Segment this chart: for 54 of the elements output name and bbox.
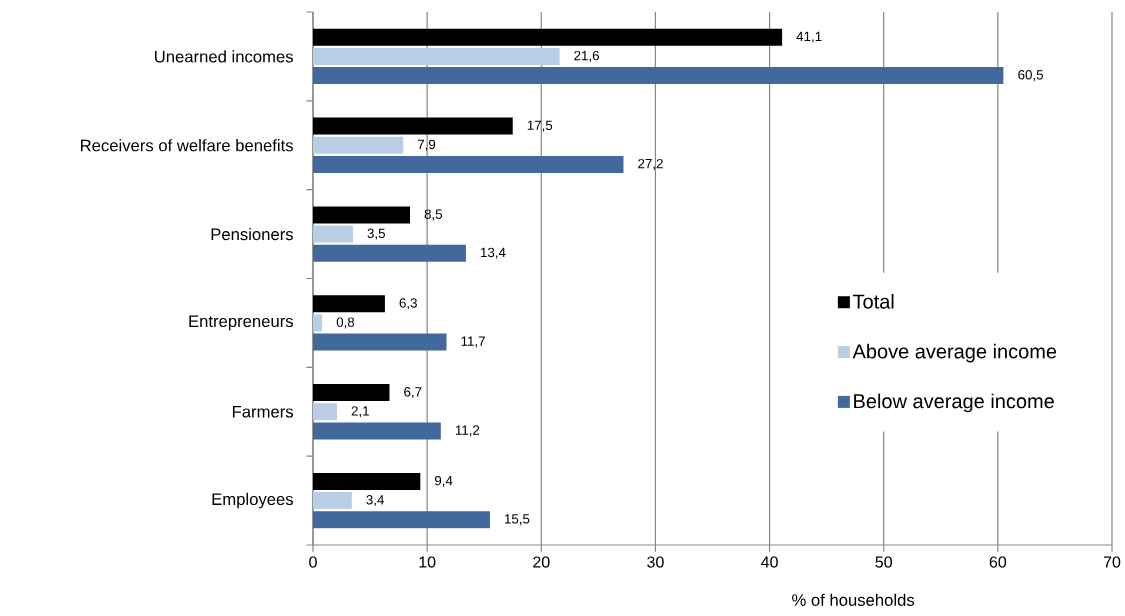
- bar: [313, 422, 441, 440]
- bar: [313, 295, 385, 313]
- data-label: 6,3: [399, 298, 417, 310]
- data-label: 17,5: [527, 120, 553, 132]
- bar: [313, 333, 447, 351]
- y-tick-label: Pensioners: [211, 227, 294, 241]
- data-label: 11,2: [455, 425, 480, 437]
- data-label: 41,1: [796, 31, 822, 43]
- legend-label: Total: [852, 293, 894, 309]
- x-tick-label: 60: [989, 556, 1007, 568]
- bar: [313, 28, 783, 46]
- bar: [313, 244, 466, 262]
- data-label: 27,2: [638, 158, 663, 170]
- bar: [313, 472, 421, 490]
- data-label: 0,8: [336, 317, 355, 329]
- y-tick-label: Unearned incomes: [155, 50, 293, 63]
- bar: [313, 67, 1004, 85]
- x-axis-title: % of households: [792, 593, 915, 606]
- x-tick-label: 0: [309, 556, 317, 568]
- data-label: 21,6: [574, 50, 599, 62]
- data-label: 15,5: [504, 514, 530, 526]
- data-label: 9,4: [434, 475, 453, 487]
- bar: [313, 206, 411, 224]
- bar: [313, 492, 352, 510]
- bar: [313, 314, 323, 332]
- bar: [313, 47, 560, 65]
- y-tick-label: Employees: [212, 492, 294, 509]
- data-label: 2,1: [351, 406, 369, 418]
- bar: [313, 511, 490, 529]
- bar: [313, 225, 353, 243]
- x-tick-label: 30: [647, 556, 664, 568]
- data-label: 11,7: [461, 336, 485, 348]
- x-tick-label: 10: [419, 556, 436, 568]
- y-tick-label: Farmers: [232, 405, 294, 418]
- legend-label: Above average income: [852, 343, 1057, 363]
- data-label: 13,4: [481, 247, 506, 259]
- y-tick-label: Entrepreneurs: [189, 315, 294, 331]
- data-label: 8,5: [424, 209, 443, 221]
- y-tick-label: Receivers of welfare benefits: [80, 139, 293, 152]
- data-label: 7,9: [417, 139, 436, 151]
- legend-label: Below average income: [854, 393, 1054, 413]
- data-label: 3,4: [366, 495, 384, 507]
- x-tick-label: 50: [875, 556, 892, 568]
- x-tick-label: 20: [533, 556, 550, 568]
- bar: [313, 384, 390, 402]
- x-tick-label: 70: [1103, 556, 1121, 568]
- data-label: 60,5: [1018, 70, 1043, 82]
- x-tick-label: 40: [761, 556, 778, 568]
- bar: [313, 403, 337, 421]
- bar: [313, 117, 513, 135]
- data-label: 6,7: [404, 387, 422, 399]
- bar: [313, 155, 624, 173]
- bar: [313, 136, 404, 154]
- data-label: 3,5: [367, 228, 385, 240]
